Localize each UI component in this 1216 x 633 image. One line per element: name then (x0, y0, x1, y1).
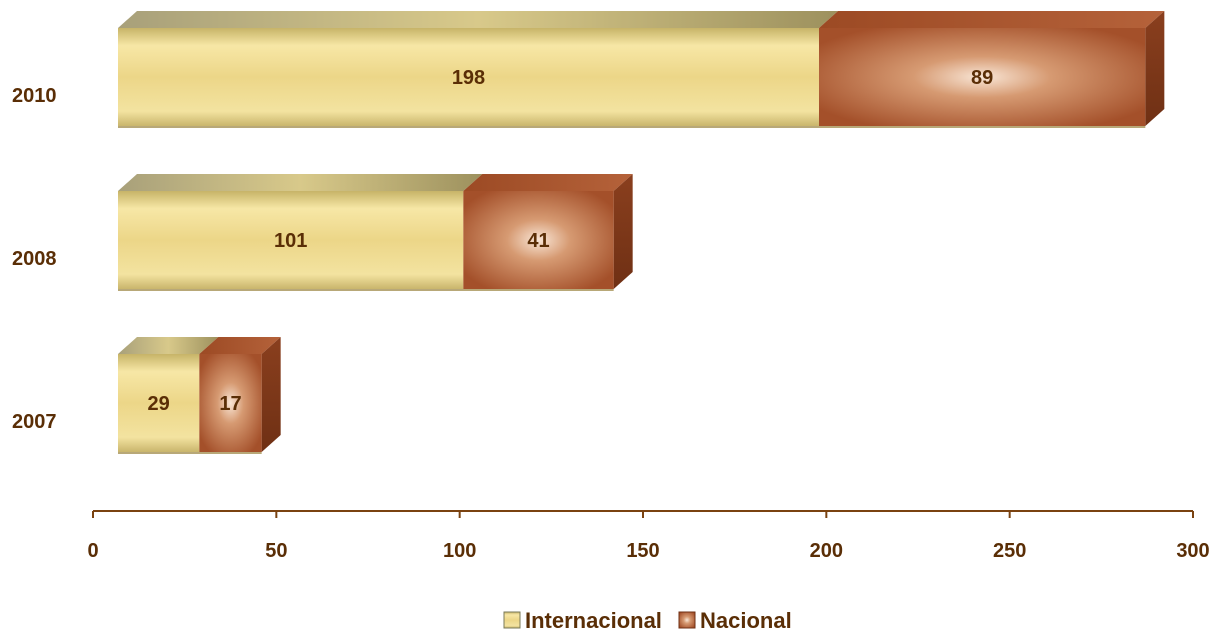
bar-internacional-2007 (118, 354, 200, 452)
bar-nacional-2007-top (199, 337, 281, 354)
x-tick-label-200: 200 (810, 540, 843, 562)
data-label-internacional-2010: 198 (452, 67, 485, 89)
category-label-2010: 2010 (12, 85, 57, 107)
bar-nacional-2008-top (463, 174, 633, 191)
bar-internacional-2008 (118, 191, 464, 289)
bar-nacional-2010 (819, 28, 1146, 126)
bar-nacional-2007-side (261, 337, 281, 452)
data-label-internacional-2008: 101 (274, 230, 307, 252)
legend-label-internacional: Internacional (525, 608, 662, 633)
x-tick-label-150: 150 (626, 540, 659, 562)
bar-internacional-2007-top (118, 337, 219, 354)
x-tick-label-300: 300 (1176, 540, 1209, 562)
data-label-internacional-2007: 29 (148, 393, 170, 415)
legend: Internacional Nacional (503, 608, 792, 633)
legend-label-nacional: Nacional (700, 608, 792, 633)
bar-internacional-2010 (118, 28, 819, 126)
bar-internacional-2010-top (118, 11, 838, 28)
bar-group-2007: 29 17 (118, 337, 281, 454)
legend-swatch-nacional (678, 611, 696, 629)
bar-nacional-2010-top (819, 11, 1165, 28)
bar-group-2010: 198 89 (118, 11, 1165, 128)
data-label-nacional-2008: 41 (527, 230, 549, 252)
bar-nacional-2010-side (1145, 11, 1165, 126)
bar-nacional-2007 (199, 354, 262, 452)
category-label-2008: 2008 (12, 248, 57, 270)
legend-swatch-internacional (503, 611, 521, 629)
x-tick-label-50: 50 (265, 540, 287, 562)
bar-internacional-2008-top (118, 174, 483, 191)
bar-group-2008: 101 41 (118, 174, 633, 291)
category-labels: 2010 2008 2007 (12, 85, 57, 433)
data-label-nacional-2007: 17 (219, 393, 241, 415)
data-label-nacional-2010: 89 (971, 67, 993, 89)
bar-nacional-2008-side (613, 174, 633, 289)
category-label-2007: 2007 (12, 411, 57, 433)
bar-nacional-2008 (463, 191, 614, 289)
x-tick-labels: 0 50 100 150 200 250 300 (87, 540, 1209, 562)
bars-layer: 198 89 101 41 29 17 (118, 11, 1165, 454)
x-tick-label-250: 250 (993, 540, 1026, 562)
x-tick-label-100: 100 (443, 540, 476, 562)
x-tick-label-0: 0 (87, 540, 98, 562)
x-ticks (92, 511, 1194, 518)
